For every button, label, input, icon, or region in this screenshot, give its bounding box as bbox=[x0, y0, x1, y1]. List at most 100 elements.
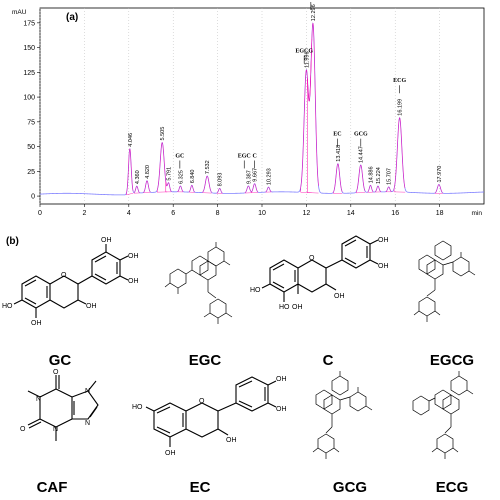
ec-ho-left: HO bbox=[132, 404, 143, 411]
peak-integration bbox=[374, 185, 381, 193]
x-tick-label: 18 bbox=[436, 210, 444, 217]
egc-structure-drawing bbox=[164, 242, 233, 324]
x-tick-label: 8 bbox=[216, 210, 220, 217]
panel-a-label: (a) bbox=[66, 12, 79, 23]
ec-structure-drawing: HO OH O OH OH OH bbox=[132, 376, 287, 457]
egc-label: EGC bbox=[188, 352, 222, 369]
y-tick-label: 175 bbox=[23, 20, 35, 27]
gc-o-ring: O bbox=[61, 272, 67, 279]
peak-rt-label: 9.387 bbox=[246, 170, 252, 184]
ec-label: EC bbox=[189, 479, 211, 496]
compound-annotation: GCG bbox=[354, 132, 368, 138]
c-oh-right2: OH bbox=[378, 263, 389, 270]
peak-integration bbox=[333, 163, 343, 194]
peak-integration bbox=[385, 186, 392, 192]
gc-oh-right2: OH bbox=[128, 278, 139, 285]
x-tick-label: 10 bbox=[258, 210, 266, 217]
ec-oh-right1: OH bbox=[276, 376, 287, 383]
peak-rt-label: 14.447 bbox=[359, 146, 365, 163]
gc-oh-bottom: OH bbox=[31, 320, 42, 327]
compound-annotation: CAF bbox=[305, 0, 318, 1]
y-tick-label: 75 bbox=[27, 119, 35, 126]
peak-rt-label: 7.532 bbox=[205, 160, 211, 174]
compound-annotation: EC bbox=[333, 132, 341, 138]
peak-integration bbox=[244, 185, 252, 194]
x-tick-label: 6 bbox=[171, 210, 175, 217]
caf-n1: N bbox=[36, 396, 41, 403]
peak-rt-label: 11.996 bbox=[304, 51, 310, 67]
peak-rt-label: 9.667 bbox=[253, 168, 259, 182]
peak-rt-label: 4.820 bbox=[145, 165, 151, 179]
peak-integration bbox=[202, 175, 212, 193]
peak-integration bbox=[126, 148, 134, 195]
x-tick-label: 0 bbox=[38, 210, 42, 217]
peak-integration bbox=[156, 142, 168, 193]
gc-oh-c3: OH bbox=[86, 303, 97, 310]
compound-annotation: C bbox=[253, 153, 257, 159]
chromatogram-panel: 0 2 4 6 8 10 12 14 16 18 0 25 50 75 100 125 150 175 mAU min… bbox=[0, 0, 500, 232]
gc-structure-drawing: HO OH O OH OH OH OH bbox=[2, 237, 139, 327]
gc-ho-left: HO bbox=[2, 303, 13, 310]
gc-oh-top: OH bbox=[101, 237, 112, 244]
x-tick-label: 14 bbox=[347, 210, 355, 217]
peak-rt-label: 13.418 bbox=[336, 145, 342, 162]
peak-integration bbox=[307, 22, 319, 193]
y-tick-label: 150 bbox=[23, 45, 35, 52]
peak-rt-label: 4.360 bbox=[135, 170, 141, 184]
peak-rt-label: 16.199 bbox=[398, 99, 404, 116]
c-ho-left: HO bbox=[250, 287, 261, 294]
peak-integration bbox=[265, 186, 272, 193]
peak-rt-label: 8.093 bbox=[218, 173, 224, 187]
c-oh-bottom: OH bbox=[292, 304, 303, 311]
peak-rt-label: 5.791 bbox=[167, 167, 173, 181]
c-o-ring: O bbox=[309, 255, 315, 262]
peak-rt-label: 14.886 bbox=[369, 166, 375, 183]
structures-panel: HO OH O OH OH OH OH GC bbox=[0, 232, 500, 500]
peak-integration bbox=[133, 185, 140, 194]
compound-annotation: GC bbox=[175, 153, 184, 159]
peak-integration bbox=[165, 181, 172, 192]
x-tick-label: 2 bbox=[82, 210, 86, 217]
peak-rt-label: 6.840 bbox=[190, 170, 196, 184]
plot-frame bbox=[39, 7, 485, 205]
peak-rt-label: 10.293 bbox=[267, 168, 273, 185]
ec-structure: HO OH O OH OH OH bbox=[130, 367, 300, 477]
ec-oh-c3: OH bbox=[226, 437, 237, 444]
y-tick-label: 25 bbox=[27, 169, 35, 176]
y-tick-label: 125 bbox=[23, 70, 35, 77]
ec-oh-bottom: OH bbox=[165, 450, 176, 457]
peak-integration bbox=[216, 188, 223, 194]
egcg-structure bbox=[405, 232, 500, 342]
egcg-structure-drawing bbox=[413, 240, 476, 322]
peak-rt-label: 6.325 bbox=[178, 170, 184, 184]
caf-n7: N bbox=[85, 388, 90, 395]
caf-o-left: O bbox=[20, 426, 26, 433]
x-axis-label: min bbox=[472, 210, 483, 217]
egc-structure bbox=[160, 232, 250, 342]
peak-baseline bbox=[126, 193, 134, 196]
caf-structure: O O N N N N bbox=[0, 367, 130, 477]
caf-structure-drawing: O O N N N N bbox=[20, 369, 99, 441]
chromatogram-trace bbox=[39, 22, 485, 196]
peak-rt-label: 15.707 bbox=[387, 168, 393, 185]
c-ho-bottom: HO bbox=[279, 304, 290, 311]
c-oh-c3: OH bbox=[334, 293, 345, 300]
peak-integration bbox=[367, 185, 374, 193]
caf-n3: N bbox=[53, 426, 58, 433]
ec-o-ring: O bbox=[199, 398, 205, 405]
peak-integration bbox=[251, 183, 259, 193]
peak-integration bbox=[177, 185, 184, 192]
compound-annotation: ECG bbox=[393, 78, 406, 84]
ecg-structure bbox=[405, 367, 500, 477]
peak-integration bbox=[188, 185, 195, 193]
gcg-structure bbox=[300, 367, 400, 477]
y-axis-label: mAU bbox=[12, 9, 27, 16]
c-oh-right1: OH bbox=[378, 237, 389, 244]
c-structure: HO HO OH O OH OH OH bbox=[250, 232, 400, 352]
caf-o-top: O bbox=[53, 369, 59, 376]
peak-integration bbox=[434, 184, 443, 194]
peak-integration bbox=[356, 164, 366, 193]
caf-label: CAF bbox=[36, 479, 68, 496]
peak-integration bbox=[143, 180, 151, 193]
gcg-label: GCG bbox=[332, 479, 368, 496]
